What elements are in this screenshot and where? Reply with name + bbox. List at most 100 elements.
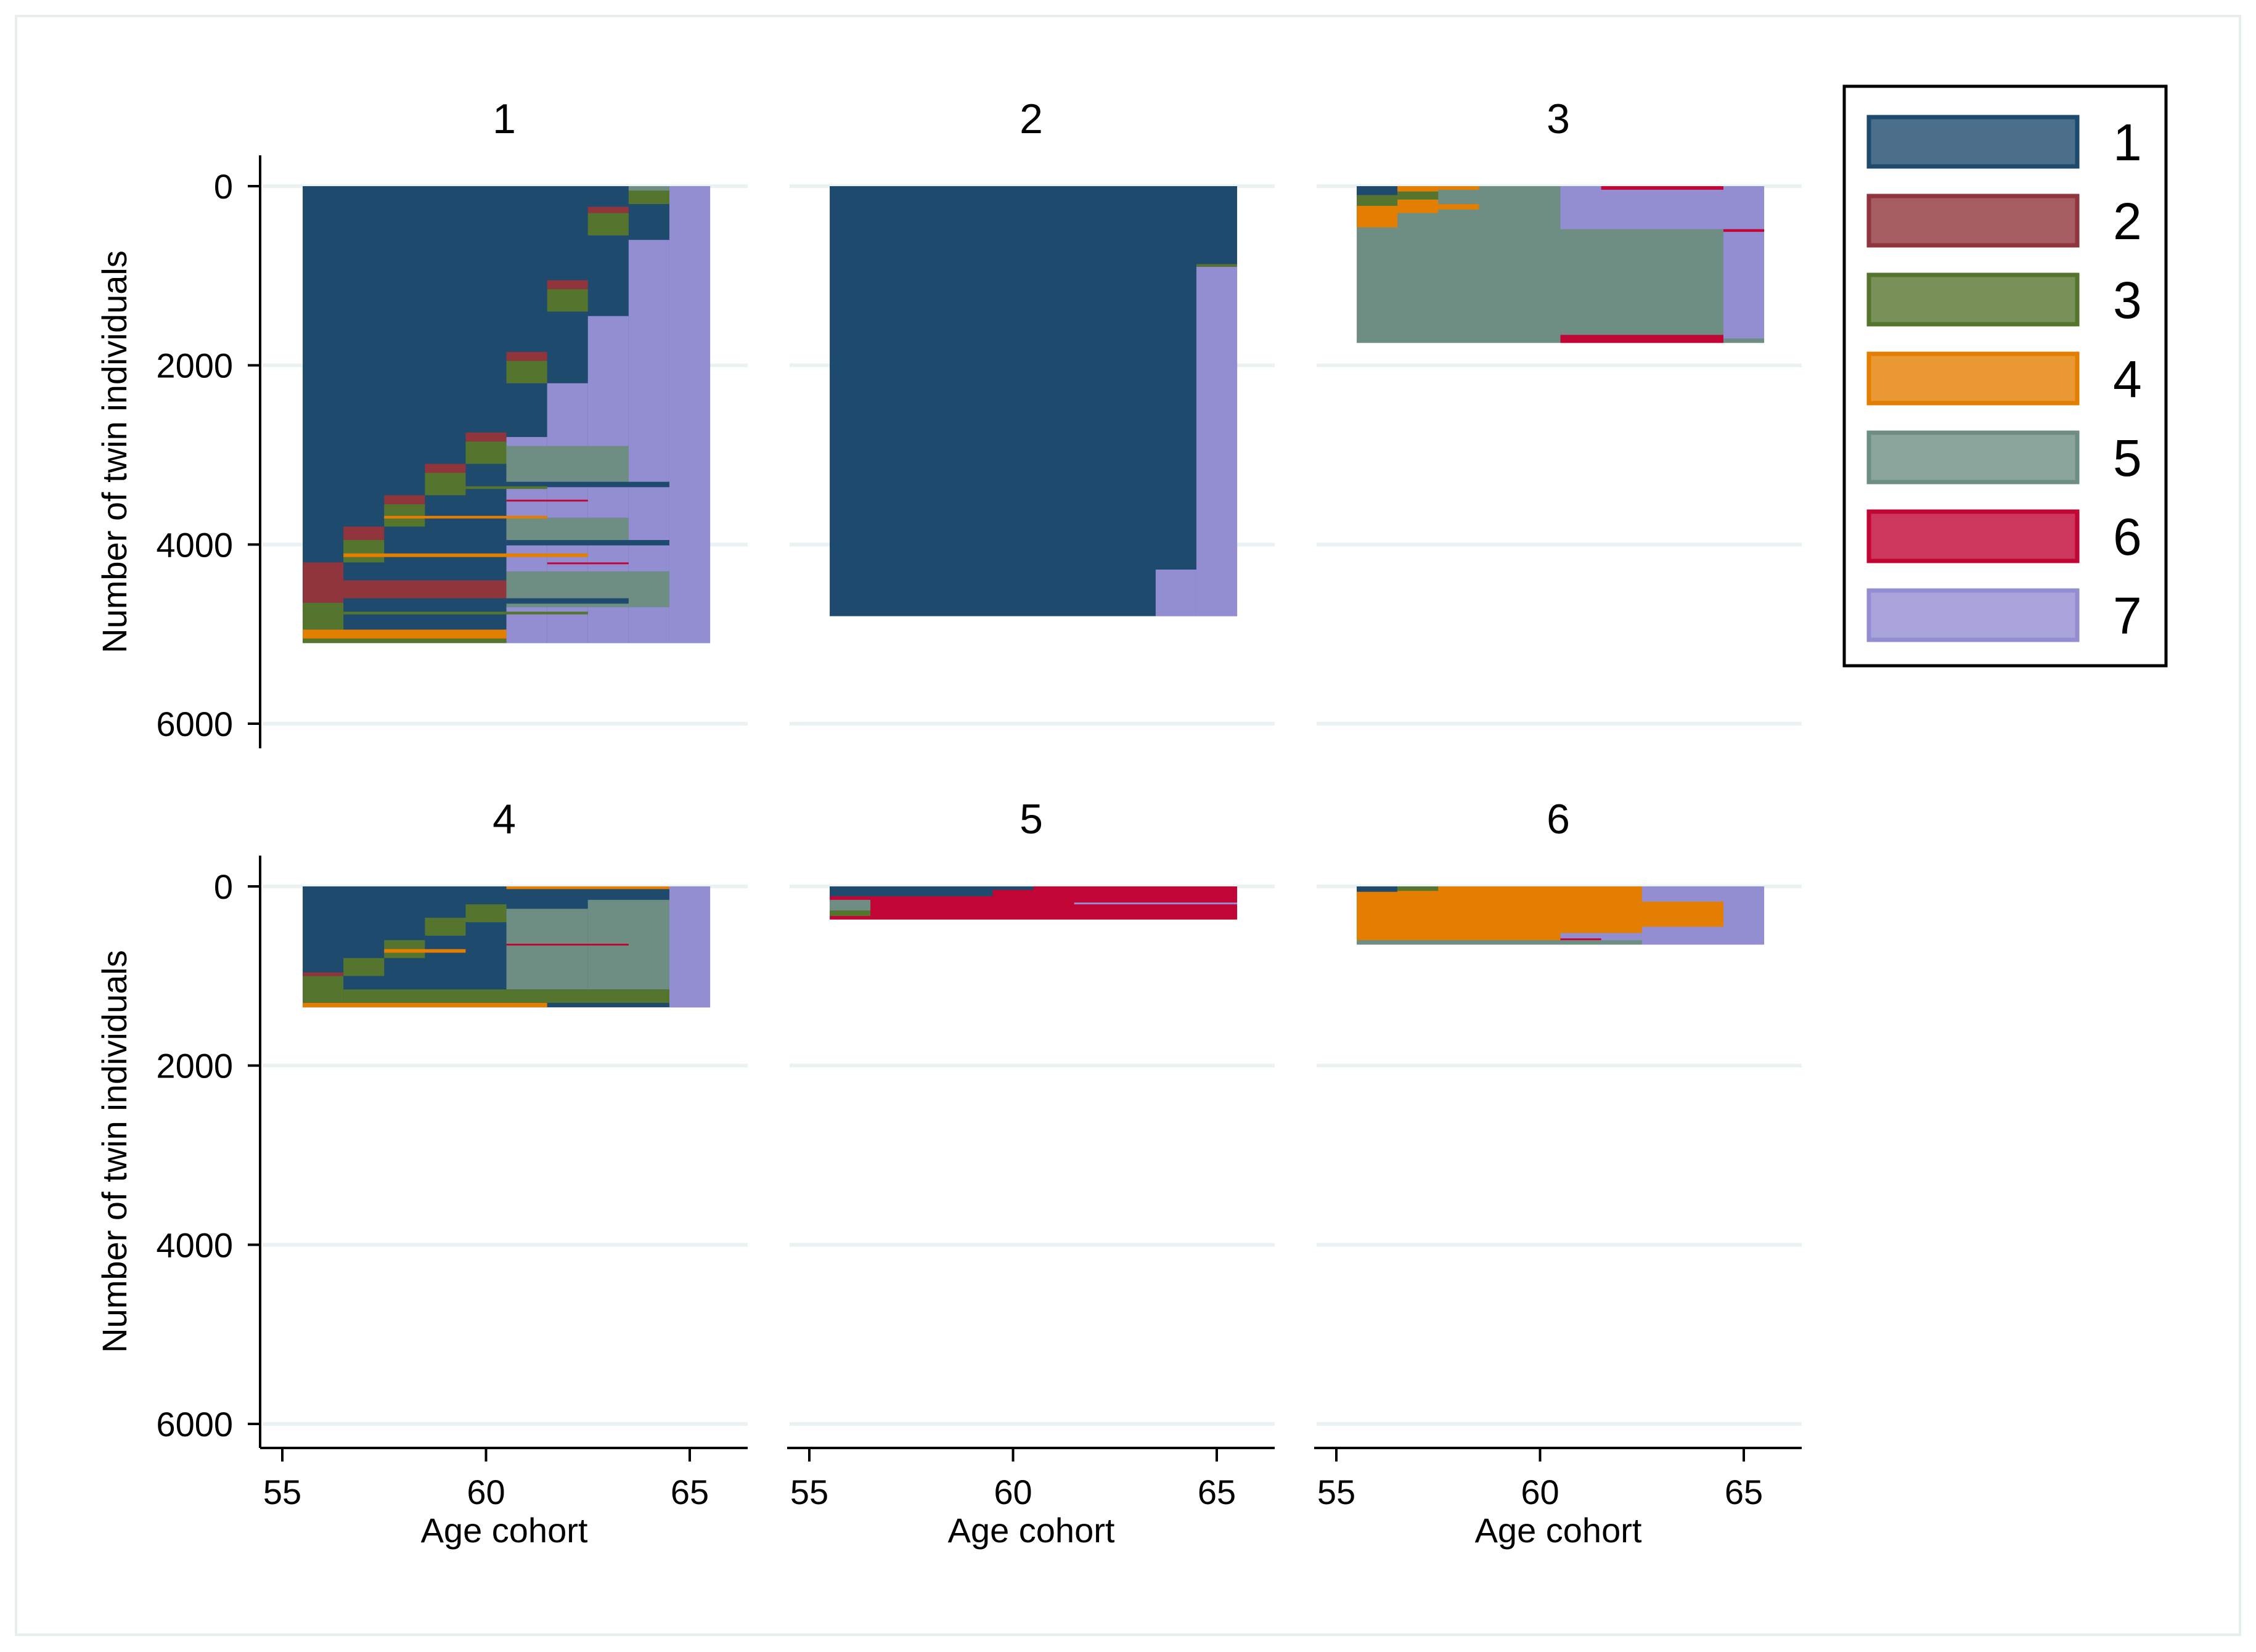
- sequence-block-state-3: [1397, 191, 1439, 200]
- y-tick-label: 2000: [156, 1047, 233, 1086]
- sequence-block-state-4: [384, 949, 466, 953]
- sequence-blocks: [1357, 186, 1765, 343]
- y-ticks: 0 2000 4000 6000: [156, 867, 260, 1444]
- sequence-block-state-4: [303, 629, 507, 639]
- legend-swatch-1: [1866, 115, 2080, 169]
- panel-title: 1: [492, 96, 516, 142]
- panel-6: 6: [1317, 796, 1802, 1426]
- sequence-block-state-6: [506, 499, 588, 502]
- sequence-block-state-4: [1397, 186, 1439, 192]
- y-tick-label: 4000: [156, 1225, 233, 1264]
- x-axis-title: Age cohort: [948, 1511, 1115, 1550]
- sequence-block-state-1: [1357, 186, 1398, 195]
- x-ticks: 55 60 65: [263, 1448, 709, 1511]
- legend-label-6: 6: [2113, 508, 2142, 566]
- x-tick-label: 65: [1725, 1473, 1763, 1511]
- legend-label-2: 2: [2113, 192, 2142, 250]
- sequence-block-state-2: [506, 351, 547, 361]
- sequence-block-state-3: [547, 289, 588, 312]
- panel-2: 2: [790, 96, 1275, 726]
- sequence-block-state-3: [465, 441, 507, 464]
- x-tick-label: 60: [1521, 1473, 1559, 1511]
- legend-label-7: 7: [2113, 587, 2142, 645]
- panel-title: 4: [492, 796, 516, 843]
- x-tick-label: 55: [790, 1473, 828, 1511]
- sequence-block-state-3: [1196, 264, 1238, 267]
- sequence-block-state-3: [425, 917, 466, 936]
- sequence-block-state-3: [343, 958, 385, 976]
- legend-label-3: 3: [2113, 271, 2142, 329]
- legend-swatch-7: [1866, 588, 2080, 642]
- sequence-block-state-6: [1560, 938, 1601, 941]
- sequence-block-state-5: [628, 186, 669, 191]
- sequence-block-state-6: [1723, 229, 1765, 232]
- x-tick-label: 60: [467, 1473, 505, 1511]
- sequence-block-state-7: [669, 886, 711, 1008]
- sequence-block-state-3: [587, 213, 629, 235]
- panel-title: 2: [1020, 96, 1043, 142]
- sequence-block-state-2: [587, 206, 629, 213]
- sequence-block-state-7: [1723, 186, 1765, 339]
- sequence-blocks: [830, 886, 1238, 920]
- sequence-block-state-3: [465, 904, 507, 923]
- sequence-block-state-4: [1357, 205, 1398, 227]
- sequence-block-state-3: [343, 540, 385, 563]
- sequence-block-state-6: [1560, 335, 1723, 343]
- panel-title: 3: [1547, 96, 1570, 142]
- legend-label-1: 1: [2113, 113, 2142, 171]
- sequence-block-state-3: [425, 486, 547, 489]
- x-tick-label: 55: [263, 1473, 301, 1511]
- sequence-block-state-1: [830, 886, 993, 896]
- sequence-block-state-2: [303, 972, 344, 976]
- sequence-block-state-6: [506, 944, 629, 946]
- sequence-block-state-2: [384, 495, 425, 504]
- y-tick-label: 2000: [156, 346, 233, 385]
- panel-3: 3: [1317, 96, 1802, 726]
- sequence-block-state-1: [506, 540, 669, 546]
- sequence-block-state-2: [343, 580, 507, 599]
- x-tick-label: 60: [994, 1473, 1032, 1511]
- sequence-block-state-4: [1438, 204, 1479, 210]
- panel-title: 6: [1547, 796, 1570, 843]
- panel-title: 5: [1020, 796, 1043, 843]
- legend-label-4: 4: [2113, 350, 2142, 408]
- sequence-block-state-2: [425, 464, 466, 473]
- y-axis-top: 0 2000 4000 6000 Number of twin individuals: [95, 155, 261, 748]
- sequence-block-state-3: [628, 190, 669, 205]
- y-axis-bottom: 0 2000 4000 6000 Number of twin individuals: [95, 856, 261, 1448]
- sequence-block-state-3: [343, 611, 588, 615]
- legend: 1 2 3 4 5 6 7: [1842, 84, 2168, 668]
- sequence-block-state-4: [1438, 186, 1479, 190]
- sequence-block-state-2: [343, 526, 385, 541]
- sequence-block-state-3: [1357, 195, 1398, 206]
- sequence-block-state-2: [303, 562, 344, 603]
- sequence-block-state-3: [343, 989, 669, 1003]
- sequence-block-state-7: [1560, 186, 1723, 229]
- sequence-block-state-7: [1641, 886, 1723, 902]
- x-axis-1: 55 60 65 Age cohort: [260, 1447, 748, 1550]
- sequence-block-state-4: [303, 1002, 547, 1008]
- sequence-block-state-7: [1155, 570, 1196, 616]
- sequence-block-state-3: [425, 473, 466, 496]
- y-tick-label: 0: [214, 867, 233, 906]
- sequence-block-state-7: [1196, 266, 1238, 616]
- sequence-block-state-5: [1357, 940, 1642, 945]
- sequence-block-state-4: [506, 886, 669, 889]
- y-ticks: 0 2000 4000 6000: [156, 167, 260, 743]
- sequence-block-state-6: [1601, 186, 1723, 190]
- panel-4: 4: [263, 796, 748, 1426]
- sequence-block-state-5: [830, 899, 871, 911]
- sequence-block-state-7: [1723, 886, 1765, 945]
- sequence-block-state-1: [506, 598, 629, 604]
- sequence-block-state-3: [303, 638, 507, 644]
- legend-items: 1 2 3 4 5 6 7: [1866, 113, 2142, 645]
- sequence-block-state-1: [992, 886, 1034, 890]
- x-tick-label: 65: [671, 1473, 709, 1511]
- x-axis-title: Age cohort: [421, 1511, 588, 1550]
- sequence-block-state-3: [303, 976, 344, 1003]
- sequence-block-state-7: [1074, 902, 1238, 905]
- sequence-block-state-5: [506, 446, 629, 482]
- legend-swatch-2: [1866, 194, 2080, 248]
- x-axis-2: 55 60 65 Age cohort: [787, 1447, 1275, 1550]
